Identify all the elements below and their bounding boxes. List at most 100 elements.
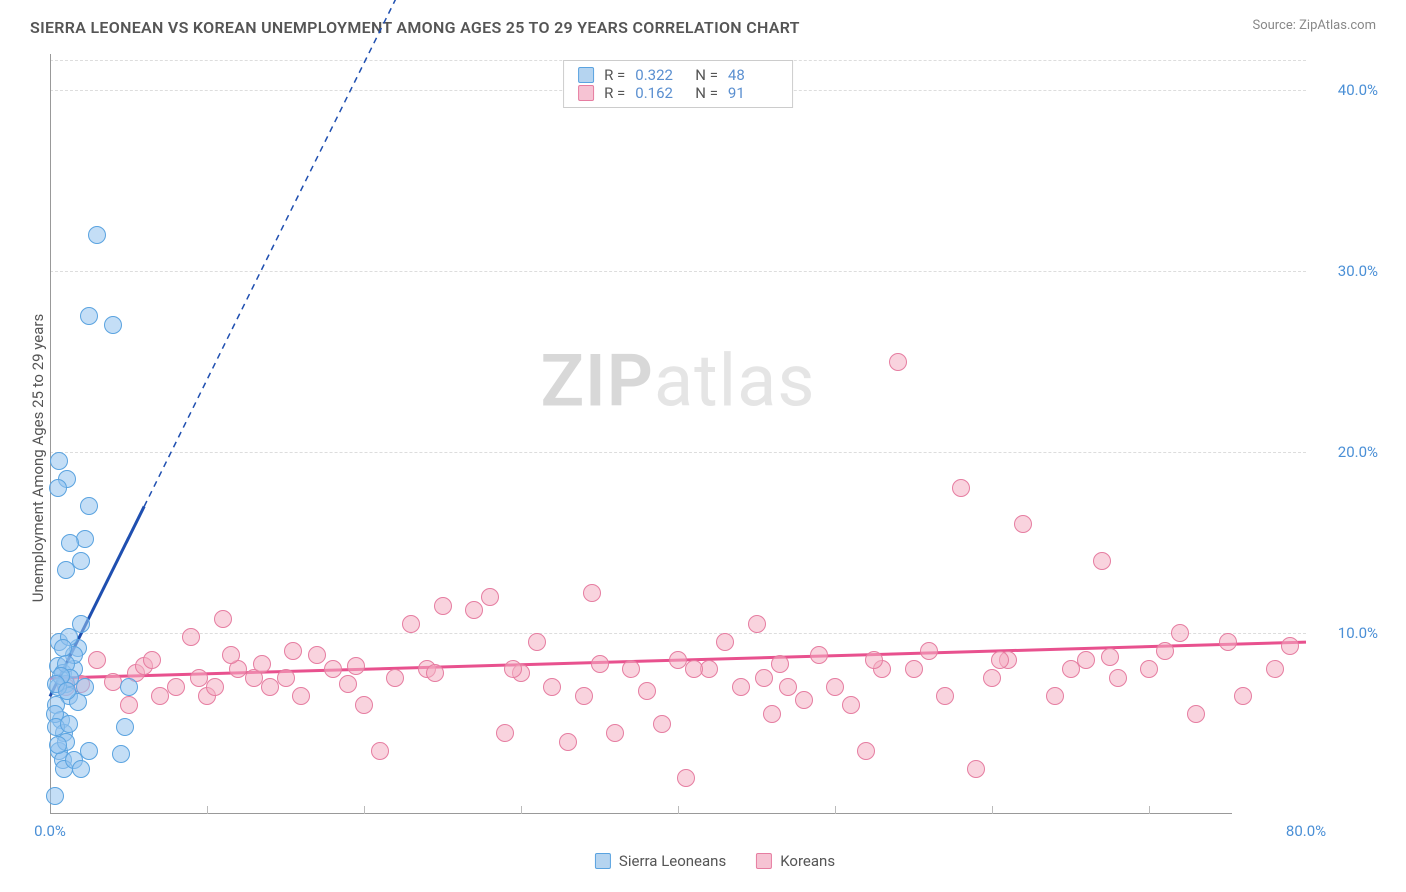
data-point-pink <box>277 669 295 687</box>
bottom-legend: Sierra Leoneans Koreans <box>595 852 835 870</box>
source-attribution: Source: ZipAtlas.com <box>1252 18 1376 33</box>
data-point-pink <box>763 705 781 723</box>
x-tick-minor <box>364 806 365 814</box>
data-point-pink <box>1281 637 1299 655</box>
data-point-blue <box>72 552 90 570</box>
data-point-blue <box>72 760 90 778</box>
data-point-pink <box>700 660 718 678</box>
data-point-pink <box>732 678 750 696</box>
data-point-pink <box>575 687 593 705</box>
data-point-pink <box>253 655 271 673</box>
data-point-pink <box>857 742 875 760</box>
legend-swatch-pink-icon <box>756 853 772 869</box>
data-point-pink <box>543 678 561 696</box>
data-point-pink <box>716 633 734 651</box>
x-tick-label: 0.0% <box>34 822 66 840</box>
data-point-pink <box>167 678 185 696</box>
data-point-pink <box>905 660 923 678</box>
data-point-pink <box>677 769 695 787</box>
data-point-pink <box>1093 552 1111 570</box>
data-point-pink <box>1156 642 1174 660</box>
data-point-blue <box>112 745 130 763</box>
data-point-pink <box>952 479 970 497</box>
data-point-blue <box>76 678 94 696</box>
data-point-pink <box>559 733 577 751</box>
x-tick-minor <box>678 806 679 814</box>
data-point-pink <box>339 675 357 693</box>
data-point-pink <box>120 696 138 714</box>
data-point-pink <box>1077 651 1095 669</box>
x-tick-minor <box>207 806 208 814</box>
y-tick-label: 30.0% <box>1338 262 1378 280</box>
x-tick-minor <box>1149 806 1150 814</box>
y-tick-label: 10.0% <box>1338 624 1378 642</box>
data-point-pink <box>1014 515 1032 533</box>
data-point-blue <box>60 715 78 733</box>
chart-container: Unemployment Among Ages 25 to 29 years Z… <box>50 54 1380 844</box>
data-point-pink <box>685 660 703 678</box>
data-point-pink <box>292 687 310 705</box>
data-point-blue <box>104 316 122 334</box>
x-tick-minor <box>521 806 522 814</box>
x-tick-minor <box>835 806 836 814</box>
data-point-pink <box>983 669 1001 687</box>
data-point-pink <box>591 655 609 673</box>
data-point-blue <box>49 479 67 497</box>
data-point-pink <box>842 696 860 714</box>
data-point-pink <box>865 651 883 669</box>
data-point-blue <box>61 534 79 552</box>
data-point-pink <box>347 657 365 675</box>
data-point-blue <box>120 678 138 696</box>
legend-swatch-blue-icon <box>595 853 611 869</box>
data-point-pink <box>143 651 161 669</box>
data-point-pink <box>936 687 954 705</box>
data-point-pink <box>1219 633 1237 651</box>
data-point-blue <box>116 718 134 736</box>
data-point-blue <box>57 561 75 579</box>
data-point-blue <box>54 639 72 657</box>
data-point-pink <box>426 664 444 682</box>
data-point-pink <box>182 628 200 646</box>
data-point-pink <box>606 724 624 742</box>
trend-line <box>144 0 395 506</box>
legend-item-sierra: Sierra Leoneans <box>595 852 726 870</box>
data-point-pink <box>1140 660 1158 678</box>
chart-header: SIERRA LEONEAN VS KOREAN UNEMPLOYMENT AM… <box>0 0 1406 37</box>
data-point-pink <box>206 678 224 696</box>
data-point-blue <box>88 226 106 244</box>
data-point-pink <box>810 646 828 664</box>
data-point-pink <box>748 615 766 633</box>
data-point-pink <box>1266 660 1284 678</box>
data-point-pink <box>1046 687 1064 705</box>
data-point-pink <box>214 610 232 628</box>
data-point-blue <box>50 452 68 470</box>
data-point-pink <box>496 724 514 742</box>
data-point-pink <box>795 691 813 709</box>
data-point-pink <box>653 715 671 733</box>
chart-title: SIERRA LEONEAN VS KOREAN UNEMPLOYMENT AM… <box>30 18 800 37</box>
data-point-pink <box>1101 648 1119 666</box>
data-point-blue <box>80 307 98 325</box>
data-point-blue <box>46 787 64 805</box>
data-point-pink <box>434 597 452 615</box>
data-point-pink <box>355 696 373 714</box>
x-tick-label: 80.0% <box>1286 822 1326 840</box>
data-point-pink <box>755 669 773 687</box>
data-point-blue <box>80 742 98 760</box>
data-point-pink <box>638 682 656 700</box>
data-point-blue <box>49 736 67 754</box>
data-point-pink <box>284 642 302 660</box>
data-point-pink <box>504 660 522 678</box>
legend-label: Sierra Leoneans <box>619 852 726 870</box>
data-point-pink <box>771 655 789 673</box>
legend-item-korean: Koreans <box>756 852 835 870</box>
data-point-pink <box>583 584 601 602</box>
data-point-pink <box>920 642 938 660</box>
x-tick-minor <box>992 806 993 814</box>
data-point-pink <box>889 353 907 371</box>
y-tick-label: 20.0% <box>1338 443 1378 461</box>
data-point-pink <box>308 646 326 664</box>
data-point-pink <box>1109 669 1127 687</box>
data-point-pink <box>324 660 342 678</box>
data-point-pink <box>1187 705 1205 723</box>
